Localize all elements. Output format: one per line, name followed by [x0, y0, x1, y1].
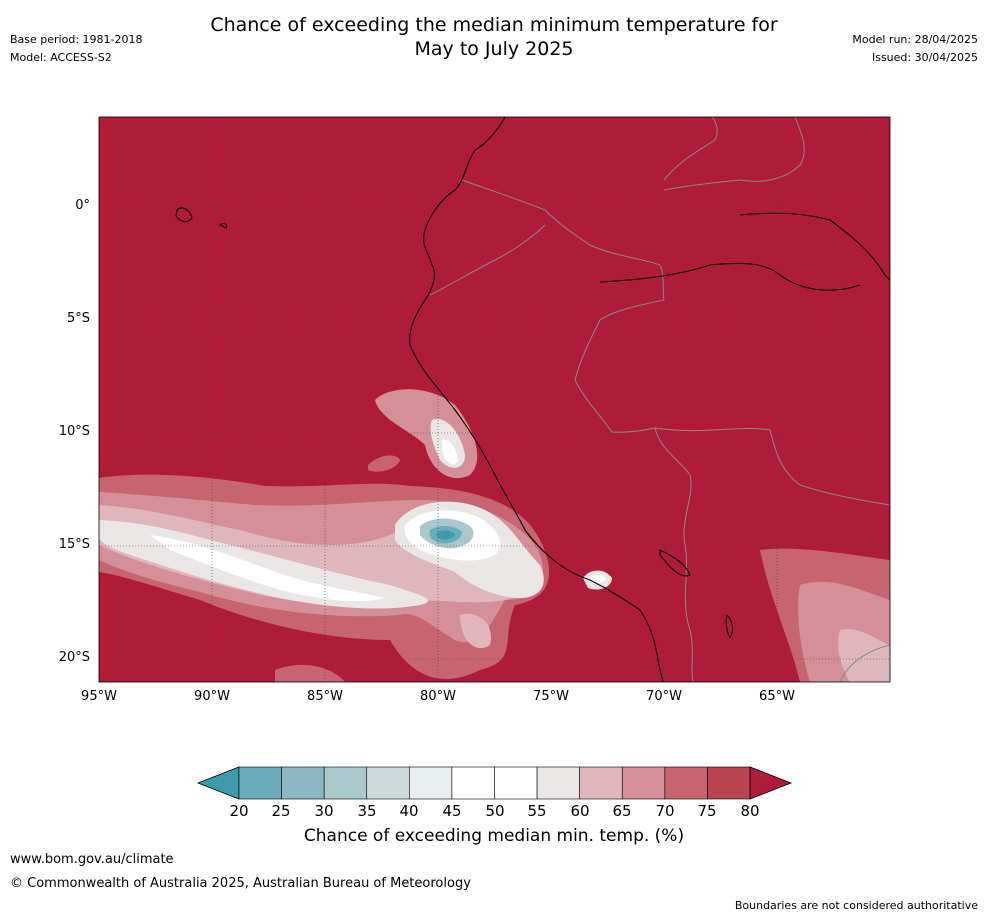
map-title: Chance of exceeding the median minimum t… — [0, 13, 988, 61]
legend-label-30: 30 — [314, 802, 334, 820]
colorbar-swatches — [196, 766, 793, 800]
colorbar-swatch — [664, 766, 708, 800]
colorbar-swatch — [323, 766, 368, 800]
legend-label-45: 45 — [442, 802, 462, 820]
lon-tick-85w: 85°W — [307, 689, 343, 704]
lat-tick-10s: 10°S — [58, 424, 90, 439]
colorbar-low-arrow — [196, 766, 240, 800]
legend-label-35: 35 — [357, 802, 377, 820]
colorbar-high-arrow — [749, 766, 793, 800]
legend-label-40: 40 — [399, 802, 419, 820]
model-name: Model: ACCESS-S2 — [10, 51, 112, 64]
graticule — [99, 117, 890, 682]
legend-label-70: 70 — [655, 802, 675, 820]
issued-date: Issued: 30/04/2025 — [871, 51, 978, 64]
legend-title: Chance of exceeding median min. temp. (%… — [303, 826, 685, 846]
legend-label-50: 50 — [485, 802, 505, 820]
lon-tick-95w: 95°W — [81, 689, 117, 704]
legend-label-55: 55 — [527, 802, 547, 820]
model-run: Model run: 28/04/2025 — [852, 33, 978, 46]
legend-label-25: 25 — [271, 802, 291, 820]
lon-tick-70w: 70°W — [646, 689, 682, 704]
lat-tick-15s: 15°S — [58, 537, 90, 552]
coastline — [175, 117, 890, 682]
legend-label-20: 20 — [229, 802, 249, 820]
lat-tick-20s: 20°S — [58, 650, 90, 665]
colorbar-swatch — [451, 766, 495, 800]
title-line-2: May to July 2025 — [414, 38, 574, 60]
lat-tick-0: 0° — [75, 198, 90, 213]
metadata-left: Base period: 1981-2018 Model: ACCESS-S2 — [10, 31, 142, 67]
lon-tick-80w: 80°W — [420, 689, 456, 704]
lon-tick-65w: 65°W — [759, 689, 795, 704]
colorbar-swatch — [707, 766, 751, 800]
base-period: Base period: 1981-2018 — [10, 33, 143, 46]
title-line-1: Chance of exceeding the median minimum t… — [210, 14, 778, 36]
colorbar-swatch — [409, 766, 453, 800]
legend-label-80: 80 — [740, 802, 760, 820]
lon-tick-90w: 90°W — [194, 689, 230, 704]
footer-copyright: © Commonwealth of Australia 2025, Austra… — [10, 876, 471, 891]
colorbar-swatch — [621, 766, 666, 800]
colorbar-swatch — [281, 766, 325, 800]
legend-label-65: 65 — [612, 802, 632, 820]
lat-tick-5s: 5°S — [66, 311, 90, 326]
colorbar-swatch — [536, 766, 580, 800]
lon-tick-75w: 75°W — [533, 689, 569, 704]
boundary-disclaimer: Boundaries are not considered authoritat… — [734, 899, 978, 912]
country-boundaries — [429, 117, 890, 682]
colorbar-swatch — [366, 766, 410, 800]
legend-label-60: 60 — [570, 802, 590, 820]
footer-url[interactable]: www.bom.gov.au/climate — [10, 852, 174, 867]
legend-label-75: 75 — [697, 802, 717, 820]
map-frame — [98, 116, 891, 683]
colorbar-swatch — [579, 766, 623, 800]
colorbar-swatch — [494, 766, 538, 800]
metadata-right: Model run: 28/04/2025 Issued: 30/04/2025 — [852, 31, 978, 67]
colorbar-swatch — [238, 766, 282, 800]
